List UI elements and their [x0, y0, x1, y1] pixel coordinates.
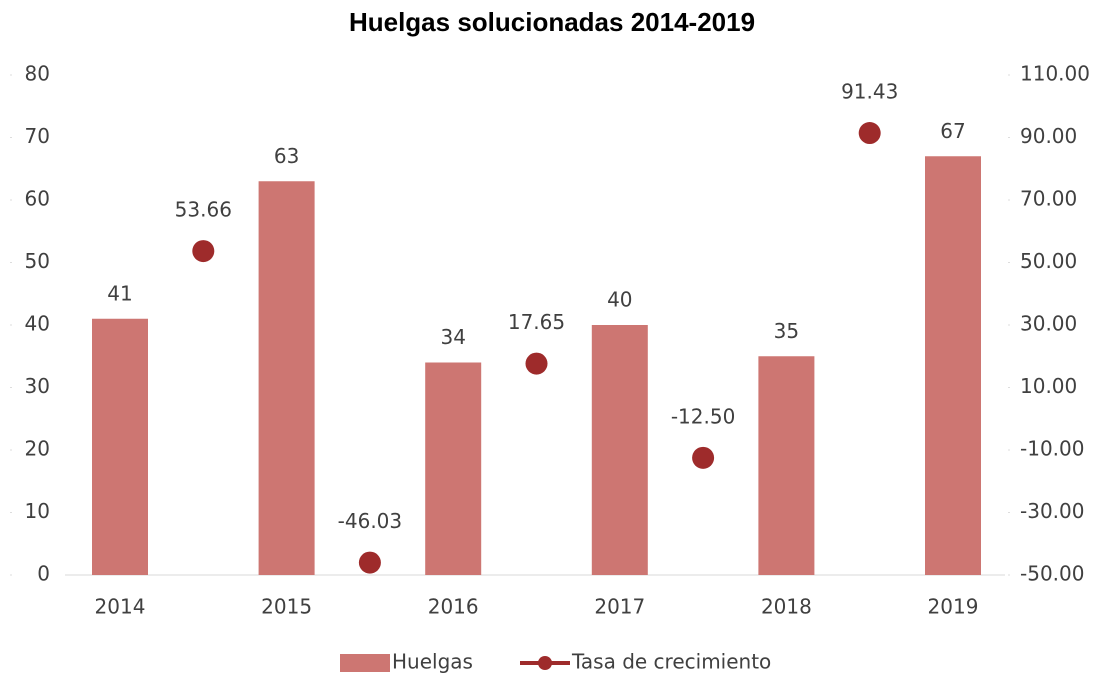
- point: [692, 446, 715, 469]
- bar: [92, 318, 148, 575]
- y-tick-label: 60: [25, 187, 50, 211]
- y2-tick-label: -10.00: [1020, 437, 1084, 461]
- y-tick-label: 30: [25, 374, 50, 398]
- chart-title: Huelgas solucionadas 2014-2019: [349, 7, 755, 37]
- x-tick-label: 2016: [428, 595, 479, 619]
- data-label: 17.65: [508, 310, 565, 334]
- point: [358, 551, 381, 574]
- data-label: 91.43: [841, 80, 898, 104]
- data-label: 63: [274, 144, 299, 168]
- bar: [591, 325, 648, 575]
- y-tick-label: 70: [25, 124, 50, 148]
- y2-tick-label: 90.00: [1020, 124, 1077, 148]
- y-tick-label: 50: [25, 249, 50, 273]
- y2-tick-label: 10.00: [1020, 374, 1077, 398]
- y-tick-label: 20: [25, 437, 50, 461]
- x-tick-label: 2018: [761, 595, 812, 619]
- y2-tick-label: -30.00: [1020, 499, 1084, 523]
- y-tick-label: 80: [25, 62, 50, 86]
- x-tick-label: 2019: [928, 595, 979, 619]
- data-label: -12.50: [671, 404, 735, 428]
- data-label: 41: [107, 281, 132, 305]
- y2-tick-label: 30.00: [1020, 312, 1077, 336]
- legend-label: Tasa de crecimiento: [571, 650, 771, 674]
- data-label: 53.66: [175, 198, 232, 222]
- x-tick-label: 2015: [261, 595, 312, 619]
- x-tick-label: 2017: [594, 595, 645, 619]
- y-tick-label: 10: [25, 499, 50, 523]
- point: [192, 240, 215, 263]
- y-tick-label: 40: [25, 312, 50, 336]
- y2-tick-label: 110.00: [1020, 62, 1090, 86]
- y2-tick-label: -50.00: [1020, 562, 1084, 586]
- data-label: 40: [607, 288, 632, 312]
- data-label: 67: [940, 119, 965, 143]
- x-tick-label: 2014: [95, 595, 146, 619]
- legend-swatch-marker: [538, 656, 552, 670]
- bar: [258, 181, 315, 575]
- data-label: 35: [774, 319, 799, 343]
- y2-tick-label: 70.00: [1020, 187, 1077, 211]
- y2-tick-label: 50.00: [1020, 249, 1077, 273]
- legend-swatch: [340, 654, 390, 672]
- y-tick-label: 0: [37, 562, 50, 586]
- bar: [758, 356, 815, 575]
- bar: [925, 156, 981, 575]
- data-label: -46.03: [338, 509, 402, 533]
- bar: [425, 362, 482, 575]
- data-label: 34: [440, 325, 465, 349]
- legend-label: Huelgas: [392, 650, 473, 674]
- point: [525, 352, 548, 375]
- point: [858, 122, 881, 145]
